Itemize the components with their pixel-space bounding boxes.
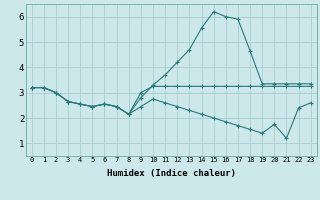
- X-axis label: Humidex (Indice chaleur): Humidex (Indice chaleur): [107, 169, 236, 178]
